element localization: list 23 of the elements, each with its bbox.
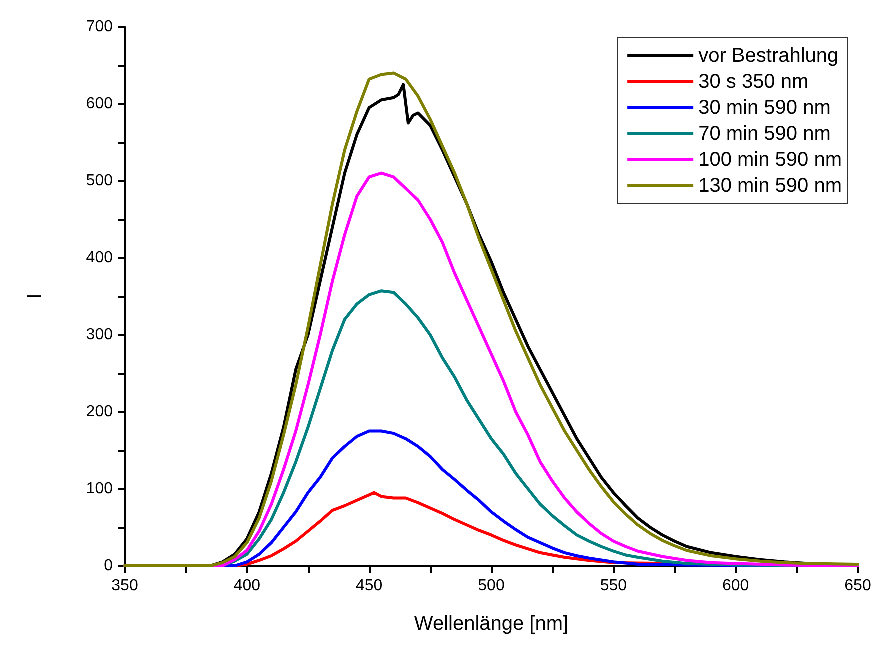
y-tick-label: 700 — [86, 18, 114, 36]
y-tick-label: 0 — [104, 558, 114, 574]
y-tick-label: 300 — [86, 326, 114, 344]
legend-label: 100 min 590 nm — [698, 149, 842, 171]
x-tick-label: 350 — [112, 578, 138, 594]
legend-label: 30 s 350 nm — [698, 71, 809, 93]
y-tick-label: 400 — [86, 250, 114, 266]
y-tick-label: 100 — [86, 480, 114, 498]
x-axis-title: Wellenlänge [nm] — [414, 613, 569, 635]
y-tick-label: 500 — [86, 172, 114, 190]
x-tick-label: 600 — [722, 578, 750, 594]
x-tick-label: 400 — [234, 578, 261, 594]
legend-label: 130 min 590 nm — [698, 175, 842, 197]
x-tick-label: 650 — [844, 578, 872, 594]
x-tick-label: 550 — [600, 578, 628, 594]
y-axis-title: I — [24, 294, 46, 300]
y-tick-label: 200 — [86, 404, 114, 420]
y-tick-label: 600 — [86, 96, 114, 112]
x-tick-label: 500 — [478, 578, 505, 594]
legend-label: vor Bestrahlung — [698, 45, 839, 67]
legend-label: 70 min 590 nm — [698, 123, 831, 145]
legend-label: 30 min 590 nm — [698, 97, 831, 119]
x-tick-label: 450 — [356, 578, 383, 594]
